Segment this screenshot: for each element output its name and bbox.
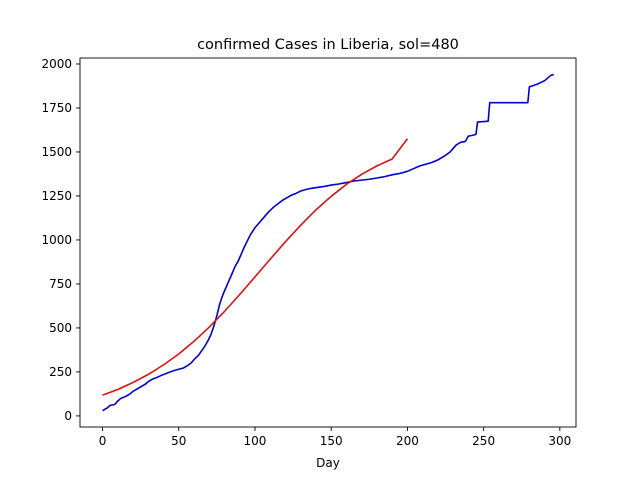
- axes-frame: [79, 57, 577, 428]
- x-tick-label-0: 0: [99, 434, 107, 448]
- x-tick-label-100: 100: [244, 434, 267, 448]
- x-axis-label: Day: [316, 456, 340, 470]
- plot-area: 0 50 100 150 200 250 300 0 250 500 750 1000 1250 1500…: [41, 57, 577, 448]
- series-line-1: [102, 138, 409, 396]
- y-tick-label-750: 750: [49, 277, 72, 291]
- y-tick-label-0: 0: [64, 409, 72, 423]
- series-line-0: [102, 73, 554, 412]
- chart-title: confirmed Cases in Liberia, sol=480: [197, 37, 459, 53]
- y-tick-label-1500: 1500: [41, 145, 72, 159]
- x-tick-label-50: 50: [171, 434, 186, 448]
- y-tick-label-500: 500: [49, 321, 72, 335]
- y-tick-label-1750: 1750: [41, 101, 72, 115]
- y-tick-label-1000: 1000: [41, 233, 72, 247]
- x-tick-label-300: 300: [548, 434, 571, 448]
- x-tick-label-150: 150: [320, 434, 343, 448]
- x-tick-label-200: 200: [396, 434, 419, 448]
- y-tick-label-1250: 1250: [41, 189, 72, 203]
- y-tick-label-250: 250: [49, 365, 72, 379]
- x-tick-label-250: 250: [472, 434, 495, 448]
- y-tick-label-2000: 2000: [41, 57, 72, 71]
